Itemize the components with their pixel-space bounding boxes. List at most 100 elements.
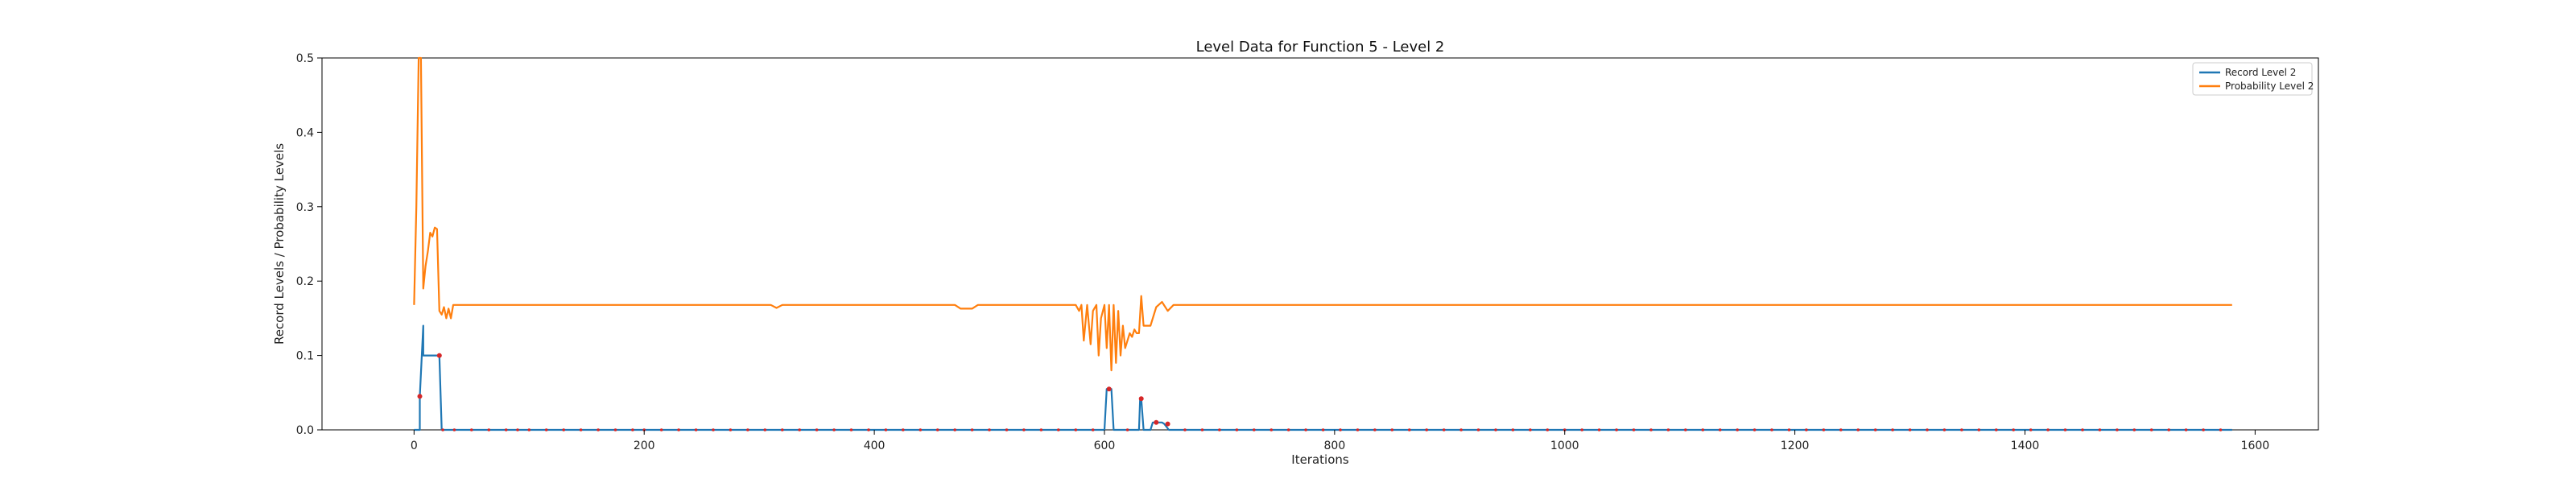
record-marker-point bbox=[1666, 428, 1670, 431]
record-marker-point bbox=[1373, 428, 1377, 431]
record-marker-point bbox=[527, 428, 531, 431]
record-marker-point bbox=[1253, 428, 1256, 431]
x-tick-label: 400 bbox=[864, 440, 886, 452]
record-marker-point bbox=[884, 428, 888, 431]
record-marker-point bbox=[953, 428, 956, 431]
record-marker-point bbox=[1356, 428, 1360, 431]
x-tick-label: 1000 bbox=[1550, 440, 1579, 452]
record-marker-point bbox=[970, 428, 974, 431]
record-marker-point bbox=[1106, 386, 1112, 392]
record-marker-point bbox=[1977, 428, 1981, 431]
record-marker-point bbox=[798, 428, 801, 431]
y-tick-label: 0.5 bbox=[296, 52, 314, 65]
record-marker-point bbox=[2149, 428, 2153, 431]
record-marker-point bbox=[562, 428, 565, 431]
record-marker-point bbox=[1218, 428, 1221, 431]
record-marker-point bbox=[919, 428, 923, 431]
record-marker-point bbox=[1529, 428, 1532, 431]
legend-box bbox=[2192, 62, 2313, 96]
record-marker-point bbox=[694, 428, 698, 431]
record-marker-point bbox=[470, 428, 473, 431]
record-marker-point bbox=[1649, 428, 1653, 431]
record-marker-point bbox=[1856, 428, 1860, 431]
chart-title: Level Data for Function 5 - Level 2 bbox=[1196, 39, 1445, 56]
record-marker-point bbox=[1684, 428, 1687, 431]
record-marker-point bbox=[2167, 428, 2170, 431]
x-tick-label: 200 bbox=[634, 440, 655, 452]
record-marker-point bbox=[1926, 428, 1929, 431]
x-tick-label: 800 bbox=[1324, 440, 1346, 452]
x-axis: 0 200 400 600 800 1000 1200 1400 1600 bbox=[411, 430, 2269, 452]
record-marker-point bbox=[1005, 428, 1009, 431]
x-tick-label: 600 bbox=[1094, 440, 1116, 452]
record-marker-point bbox=[2132, 428, 2136, 431]
record-marker-point bbox=[1459, 428, 1463, 431]
record-marker-point bbox=[417, 394, 423, 399]
record-marker-point bbox=[1039, 428, 1043, 431]
x-axis-label: Iterations bbox=[1291, 452, 1349, 467]
record-marker-point bbox=[1125, 428, 1129, 431]
legend: Record Level 2 Probability Level 2 bbox=[2192, 62, 2314, 96]
record-marker-point bbox=[579, 428, 583, 431]
record-marker-point bbox=[441, 428, 444, 431]
record-marker-point bbox=[1736, 428, 1739, 431]
record-marker-point bbox=[1022, 428, 1026, 431]
marker-layer bbox=[417, 353, 2223, 431]
y-tick-label: 0.1 bbox=[296, 350, 314, 363]
x-tick-label: 1400 bbox=[2011, 440, 2040, 452]
record-marker-point bbox=[2029, 428, 2033, 431]
record-marker-point bbox=[659, 428, 663, 431]
record-marker-point bbox=[1074, 428, 1078, 431]
record-marker-point bbox=[712, 428, 715, 431]
record-marker-point bbox=[1339, 428, 1342, 431]
y-tick-label: 0.0 bbox=[296, 424, 314, 437]
record-marker-point bbox=[1787, 428, 1791, 431]
y-tick-label: 0.3 bbox=[296, 201, 314, 214]
record-marker-point bbox=[1805, 428, 1808, 431]
record-marker-point bbox=[2046, 428, 2050, 431]
record-marker-point bbox=[1321, 428, 1325, 431]
record-marker-point bbox=[1442, 428, 1446, 431]
record-marker-point bbox=[1476, 428, 1480, 431]
record-marker-point bbox=[2116, 428, 2119, 431]
record-marker-point bbox=[2012, 428, 2015, 431]
record-marker-point bbox=[1942, 428, 1946, 431]
record-marker-point bbox=[2184, 428, 2188, 431]
record-marker-point bbox=[613, 428, 617, 431]
record-marker-point bbox=[1138, 396, 1144, 402]
y-axis: 0.0 0.1 0.2 0.3 0.4 0.5 bbox=[296, 52, 322, 437]
record-marker-point bbox=[2202, 428, 2205, 431]
record-marker-point bbox=[849, 428, 853, 431]
record-marker-point bbox=[1425, 428, 1428, 431]
y-tick-label: 0.4 bbox=[296, 126, 314, 139]
series-line-record bbox=[414, 324, 2232, 431]
record-marker-point bbox=[2219, 428, 2223, 431]
x-tick-label: 0 bbox=[411, 440, 418, 452]
record-marker-point bbox=[988, 428, 991, 431]
record-marker-point bbox=[1718, 428, 1722, 431]
record-marker-point bbox=[1390, 428, 1394, 431]
legend-label-probability: Probability Level 2 bbox=[2225, 80, 2314, 92]
record-marker-point bbox=[452, 428, 456, 431]
record-marker-point bbox=[2063, 428, 2067, 431]
record-marker-point bbox=[1701, 428, 1705, 431]
record-marker-point bbox=[516, 428, 519, 431]
record-marker-point bbox=[1615, 428, 1618, 431]
record-marker-point bbox=[781, 428, 784, 431]
y-tick-label: 0.2 bbox=[296, 275, 314, 288]
x-tick-label: 1200 bbox=[1781, 440, 1810, 452]
record-marker-point bbox=[1511, 428, 1515, 431]
record-marker-point bbox=[1154, 419, 1159, 425]
record-marker-point bbox=[1235, 428, 1239, 431]
record-marker-point bbox=[1891, 428, 1894, 431]
record-marker-point bbox=[1183, 428, 1187, 431]
y-axis-label: Record Levels / Probability Levels bbox=[272, 143, 287, 345]
record-marker-point bbox=[1494, 428, 1497, 431]
record-marker-point bbox=[1580, 428, 1583, 431]
record-marker-point bbox=[2081, 428, 2084, 431]
record-marker-point bbox=[815, 428, 819, 431]
record-marker-point bbox=[1286, 428, 1290, 431]
legend-label-record: Record Level 2 bbox=[2225, 67, 2296, 78]
record-marker-point bbox=[1632, 428, 1636, 431]
